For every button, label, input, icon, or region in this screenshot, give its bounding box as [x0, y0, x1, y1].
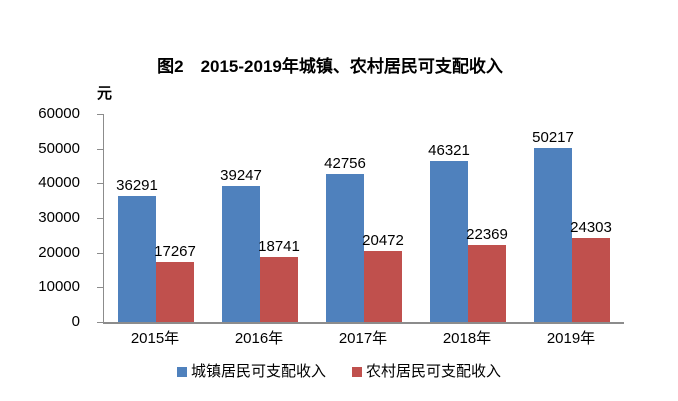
data-label-urban-2018年: 46321 — [428, 142, 470, 160]
chart-title: 图2 2015-2019年城镇、农村居民可支配收入 — [157, 57, 503, 76]
y-axis-tick-label: 60000 — [38, 105, 80, 122]
x-axis-tick-label-2019年: 2019年 — [546, 330, 596, 347]
legend-label-rural: 农村居民可支配收入 — [366, 363, 502, 380]
x-axis-tick-label-2017年: 2017年 — [338, 330, 388, 347]
y-axis-tick-label: 0 — [71, 313, 80, 330]
bar-group-2017年: 42756 20472 — [312, 114, 416, 322]
bar-urban-2017年: 42756 — [324, 155, 366, 322]
y-axis-tick-label: 30000 — [38, 209, 80, 226]
bar-urban-2015年: 36291 — [116, 177, 158, 322]
y-axis-tick-label: 10000 — [38, 278, 80, 295]
legend-item-rural: 农村居民可支配收入 — [352, 363, 501, 381]
plot-area: 36291 17267 39247 18741 42756 20472 46321 22369… — [103, 114, 624, 322]
data-label-urban-2016年: 39247 — [220, 166, 262, 184]
bar-group-2019年: 50217 24303 — [520, 114, 624, 322]
x-axis-tick-label-2018年: 2018年 — [442, 330, 492, 347]
bar-rural-2016年: 18741 — [258, 238, 300, 322]
y-axis-tick-mark — [97, 114, 103, 115]
y-axis-unit-label: 元 — [97, 85, 113, 102]
legend-item-urban: 城镇居民可支配收入 — [176, 363, 326, 381]
y-axis-tick-mark — [97, 149, 103, 150]
x-axis-tick-label-2016年: 2016年 — [234, 330, 284, 347]
data-label-rural-2016年: 18741 — [258, 238, 300, 255]
bar-rural-2015年: 17267 — [154, 243, 196, 322]
y-axis-tick-mark — [97, 253, 103, 254]
bar-group-2016年: 39247 18741 — [208, 114, 312, 322]
data-label-urban-2017年: 42756 — [324, 154, 366, 172]
data-label-urban-2015年: 36291 — [116, 177, 158, 195]
legend-swatch-icon-urban — [176, 367, 187, 377]
bar-rural-2017年: 20472 — [362, 232, 404, 322]
data-label-rural-2015年: 17267 — [154, 243, 196, 261]
y-axis-tick-label: 20000 — [38, 244, 80, 261]
data-label-rural-2018年: 22369 — [466, 225, 508, 243]
y-axis-tick-mark — [97, 287, 103, 288]
legend-swatch-icon-rural — [352, 367, 362, 377]
legend: 城镇居民可支配收入 农村居民可支配收入 — [0, 363, 678, 381]
y-axis-tick-label: 50000 — [38, 140, 80, 157]
y-axis-tick-mark — [97, 218, 103, 219]
bar-group-2015年: 36291 17267 — [104, 114, 208, 322]
y-axis-tick-mark — [97, 322, 103, 323]
bar-urban-2019年: 50217 — [532, 129, 574, 322]
bar-urban-2018年: 46321 — [428, 142, 470, 322]
data-label-rural-2019年: 24303 — [570, 218, 612, 236]
bar-rural-2019年: 24303 — [570, 219, 612, 322]
x-axis-line — [103, 322, 624, 324]
bar-rural-2018年: 22369 — [466, 226, 508, 322]
x-axis-tick-label-2015年: 2015年 — [130, 330, 180, 347]
legend-label-urban: 城镇居民可支配收入 — [190, 363, 326, 380]
y-axis-tick-mark — [97, 183, 103, 184]
bar-group-2018年: 46321 22369 — [416, 114, 520, 322]
data-label-urban-2019年: 50217 — [532, 128, 574, 146]
bar-urban-2016年: 39247 — [220, 167, 262, 322]
data-label-rural-2017年: 20472 — [362, 232, 404, 249]
y-axis-tick-label: 40000 — [38, 174, 80, 191]
